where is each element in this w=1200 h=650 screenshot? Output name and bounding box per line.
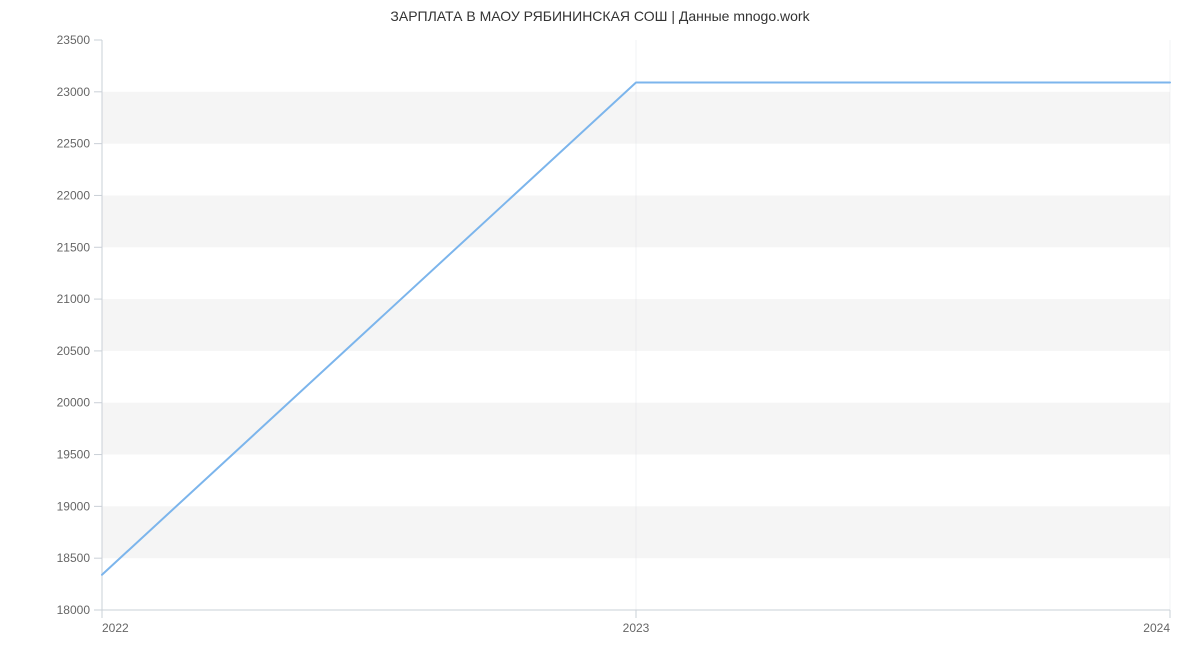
y-tick-label: 19000 — [57, 499, 91, 513]
chart-title: ЗАРПЛАТА В МАОУ РЯБИНИНСКАЯ СОШ | Данные… — [0, 8, 1200, 24]
y-tick-label: 23000 — [57, 85, 91, 99]
salary-line-chart: ЗАРПЛАТА В МАОУ РЯБИНИНСКАЯ СОШ | Данные… — [0, 0, 1200, 650]
x-tick-label: 2022 — [102, 621, 129, 635]
y-tick-label: 18000 — [57, 603, 91, 617]
x-tick-label: 2024 — [1143, 621, 1170, 635]
chart-svg: 18000 18500 19000 19500 20000 20500 21000 21500… — [0, 0, 1200, 650]
x-tick-label: 2023 — [623, 621, 650, 635]
y-tick-label: 21000 — [57, 292, 91, 306]
y-tick-label: 23500 — [57, 33, 91, 47]
y-tick-label: 22000 — [57, 188, 91, 202]
y-tick-label: 22500 — [57, 137, 91, 151]
y-tick-label: 21500 — [57, 240, 91, 254]
y-tick-label: 19500 — [57, 448, 91, 462]
y-tick-label: 20000 — [57, 396, 91, 410]
y-tick-label: 20500 — [57, 344, 91, 358]
y-tick-label: 18500 — [57, 551, 91, 565]
